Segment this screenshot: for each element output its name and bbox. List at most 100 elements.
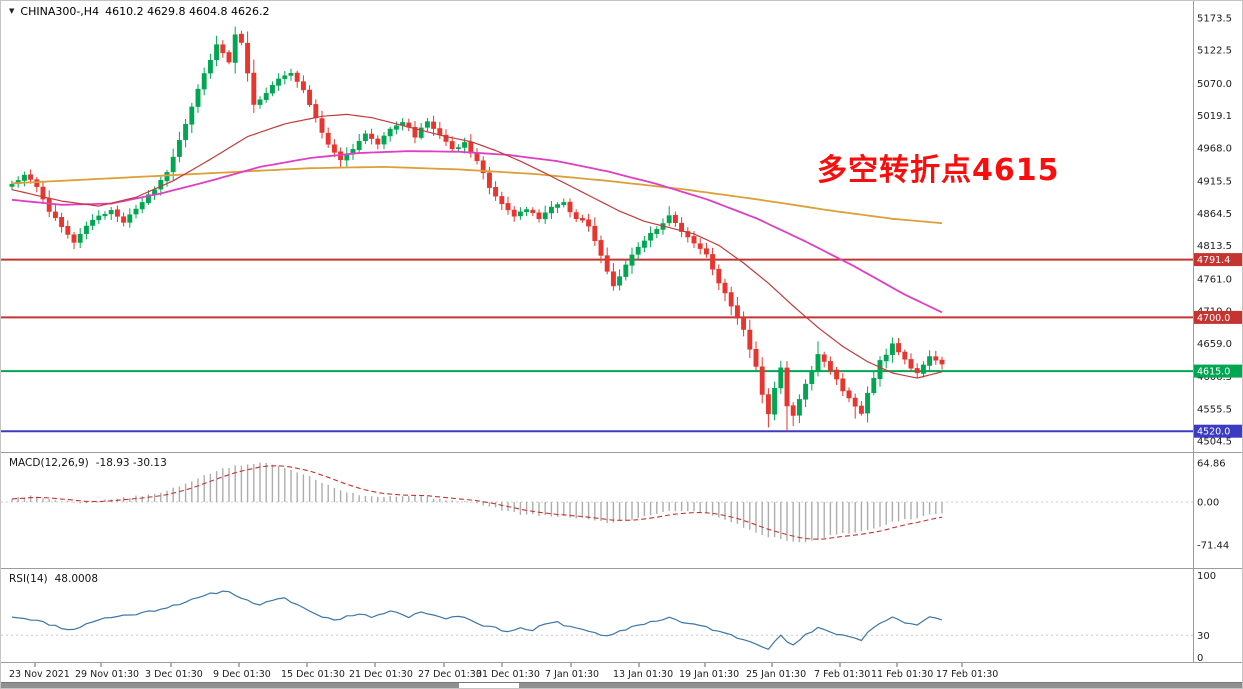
ma-mid-line[interactable] — [11, 150, 943, 314]
price-badge-4700.0 — [1194, 310, 1242, 324]
time-tick-label: 31 Dec 01:30 — [476, 669, 540, 680]
candle-body — [133, 208, 139, 215]
candle-body — [914, 368, 920, 374]
candle-body — [127, 214, 133, 223]
candle-body — [666, 215, 672, 224]
candle-body — [207, 59, 213, 74]
ohlc-values: 4610.2 4629.8 4604.8 4626.2 — [105, 5, 270, 18]
candle-body — [21, 174, 27, 181]
rsi-scale-label: 0 — [1197, 653, 1203, 664]
price-tick-label: 4968.0 — [1197, 143, 1232, 154]
ma-fast-line[interactable] — [11, 113, 943, 379]
candle-body — [852, 397, 858, 407]
price-tick-label: 5173.5 — [1197, 14, 1232, 25]
rsi-scale-label: 30 — [1197, 631, 1210, 642]
candle-body — [114, 209, 120, 217]
candle-body — [834, 369, 840, 380]
candle-body — [139, 202, 145, 210]
price-badge-text: 4520.0 — [1197, 427, 1230, 438]
ma-slow-line[interactable] — [11, 165, 943, 225]
candle-body — [517, 211, 523, 217]
candle-body — [505, 203, 511, 211]
candle-body — [369, 133, 375, 139]
candle-body — [83, 225, 89, 234]
candle-body — [679, 222, 685, 232]
candle-body — [288, 73, 294, 76]
candle-body — [579, 218, 585, 221]
candle-body — [710, 254, 716, 270]
candle-body — [28, 174, 34, 180]
price-tick-label: 5070.0 — [1197, 79, 1232, 90]
candle-body — [449, 141, 455, 150]
macd-signal-line — [11, 465, 943, 540]
time-tick-label: 7 Jan 01:30 — [545, 669, 599, 680]
candle-body — [840, 378, 846, 392]
candle-body — [889, 343, 895, 355]
candle-body — [170, 156, 176, 173]
time-axis[interactable]: 23 Nov 2021 29 Nov 01:30 3 Dec 01:30 9 Dec … — [9, 663, 998, 680]
candle-body — [846, 390, 852, 399]
candle-body — [486, 172, 492, 188]
candle-body — [34, 179, 40, 187]
candle-body — [610, 271, 616, 287]
candle-body — [902, 351, 908, 360]
candle-body — [871, 377, 877, 394]
candle-body — [598, 240, 604, 256]
candle-body — [524, 209, 530, 213]
macd-panel[interactable] — [1, 462, 1193, 543]
macd-indicator-label: MACD(12,26,9) -18.93 -30.13 — [9, 457, 167, 469]
scrollbar-thumb[interactable] — [459, 683, 519, 689]
candle-body — [276, 78, 282, 86]
rsi-panel[interactable] — [1, 590, 1193, 650]
candle-body — [238, 33, 244, 43]
candlestick-series[interactable] — [9, 26, 945, 432]
candle-body — [728, 292, 734, 307]
candle-body — [654, 229, 660, 235]
candle-body — [121, 216, 127, 223]
symbol-dropdown-icon[interactable]: ▼ — [9, 7, 15, 15]
candle-body — [387, 128, 393, 137]
price-axis[interactable]: 5173.5 5122.5 5070.0 5019.1 4968.0 4915.5 4864… — [1194, 14, 1243, 665]
candle-body — [927, 356, 933, 366]
candle-body — [790, 405, 796, 416]
candle-body — [96, 215, 102, 221]
candle-body — [796, 399, 802, 416]
candle-body — [592, 225, 598, 241]
scrollbar[interactable] — [1, 682, 1243, 689]
candle-body — [567, 201, 573, 213]
candle-body — [257, 99, 263, 105]
candle-body — [307, 89, 313, 106]
panel-separators — [1, 1, 1242, 663]
candle-body — [59, 217, 65, 227]
price-badge-text: 4700.0 — [1197, 313, 1230, 324]
scrollbar-track[interactable] — [1, 683, 1243, 689]
candle-body — [325, 132, 331, 145]
candle-body — [164, 172, 170, 182]
price-badge-text: 4615.0 — [1197, 367, 1230, 378]
candle-body — [226, 52, 232, 63]
candle-body — [71, 234, 77, 243]
rsi-scale-label: 100 — [1197, 571, 1216, 582]
candle-body — [176, 140, 182, 157]
candle-body — [778, 367, 784, 389]
candle-body — [561, 202, 567, 205]
candle-body — [617, 276, 623, 286]
time-tick-label: 11 Feb 01:30 — [871, 669, 933, 680]
candle-body — [784, 367, 790, 407]
price-badge-text: 4791.4 — [1197, 255, 1230, 266]
candle-body — [573, 212, 579, 219]
candle-body — [542, 212, 548, 220]
time-tick-label: 23 Nov 2021 — [9, 669, 70, 680]
candle-body — [604, 255, 610, 272]
candle-body — [759, 366, 765, 395]
macd-scale-label: -71.44 — [1197, 540, 1229, 551]
price-tick-label: 5122.5 — [1197, 46, 1232, 57]
candle-body — [741, 318, 747, 330]
candle-body — [462, 142, 468, 148]
candle-body — [772, 387, 778, 415]
candle-body — [877, 360, 883, 379]
price-tick-label: 4504.5 — [1197, 437, 1232, 448]
candle-body — [908, 359, 914, 369]
candle-body — [648, 232, 654, 241]
